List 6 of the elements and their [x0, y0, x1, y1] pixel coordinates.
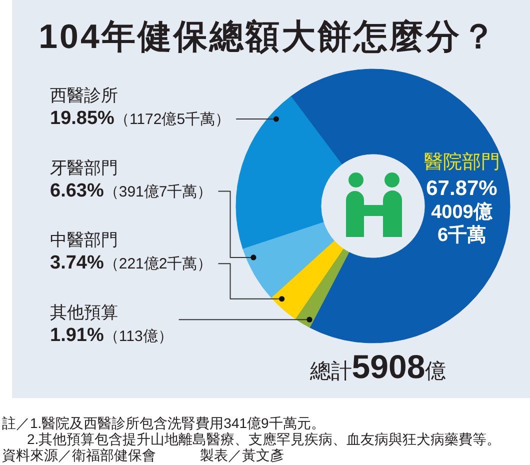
annotation: 註／1.醫院及西醫診所包含洗腎費用341億9千萬元。	[2, 415, 325, 431]
annotation: 2.其他預算包含提升山地離島醫療、支應罕見疾病、血友病與狂犬病藥費等。	[27, 431, 501, 447]
annotation: 製表／黃文彥	[200, 447, 284, 463]
annotation: 資料來源／衛福部健保會	[2, 447, 156, 463]
title: 104年健保總額大餅怎麼分？	[38, 18, 498, 56]
annotation: 總計5908億	[310, 348, 446, 385]
